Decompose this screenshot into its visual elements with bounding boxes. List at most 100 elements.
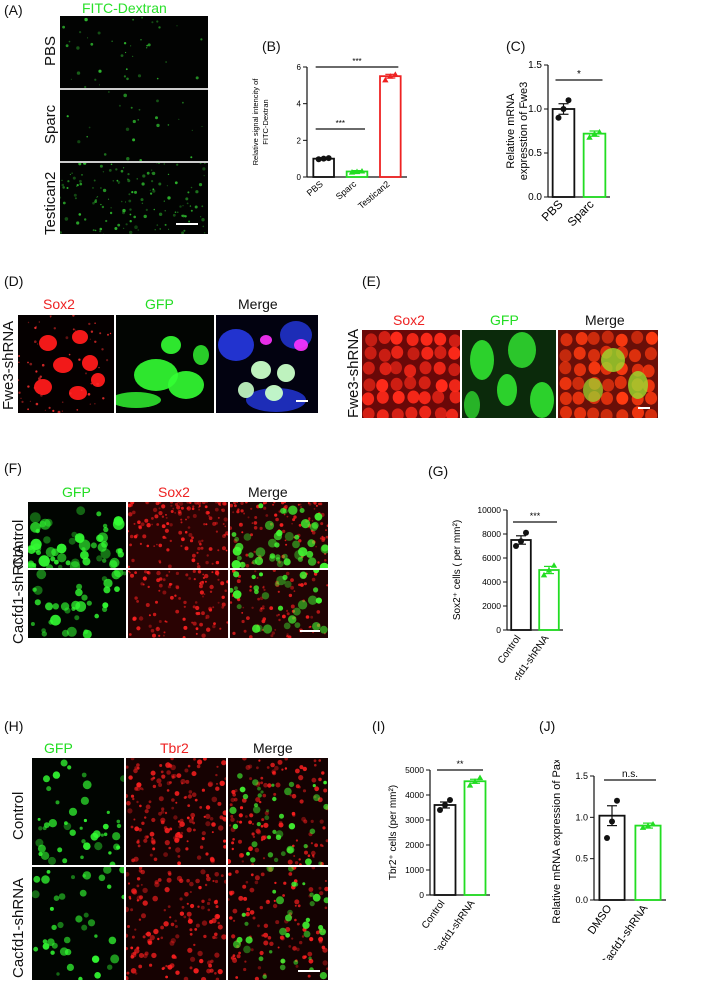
cell-blob [176,875,183,882]
cell-blob [138,964,143,969]
cell-blob [80,796,89,805]
cell-blob [168,371,204,399]
cell-blob [191,792,197,797]
fluorescent-dot [153,208,156,211]
cell-blob [164,887,170,893]
y-tick-label: 0.0 [528,192,542,203]
significance-label: ** [456,760,464,769]
cell-blob [253,803,259,808]
cell-blob [311,867,316,870]
significance-label: * [577,69,581,80]
cell-blob [252,779,259,786]
fluorescent-dot [112,180,115,182]
cell-blob [298,858,301,861]
cell-blob [286,633,289,636]
cell-blob [133,522,136,525]
y-axis-label: Relative mRNA expression of Pax6 [551,760,563,924]
cell-blob [291,881,297,887]
fluorescent-dot [137,229,139,231]
fluorescent-dot [84,18,86,20]
fluorescent-dot [182,205,184,207]
cell-blob [152,776,156,780]
cell-blob [292,540,300,549]
cell-blob [40,851,50,860]
cell-blob [191,507,195,511]
fluorescent-dot [136,178,138,180]
cell-blob [262,586,265,589]
cell-blob [286,609,289,612]
cell-blob [233,919,236,922]
fluorescent-dot [132,138,136,142]
cell-blob [195,878,200,884]
cell-blob [246,907,251,912]
fluorescent-dot [108,169,112,172]
cell-blob [251,361,271,379]
cell-blob [279,935,284,940]
cell-blob [258,503,264,509]
cell-blob [207,781,214,787]
cell-blob [133,768,138,774]
fluorescent-dot [132,119,136,124]
cell-blob [272,570,276,572]
cell-blob [27,385,30,388]
scale-bar [176,223,198,225]
cell-blob [245,564,250,568]
cell-blob [129,543,132,547]
cell-blob [175,847,181,853]
cell-blob [269,606,274,610]
cell-blob [72,328,75,331]
cell-blob [298,523,302,527]
cell-blob [90,330,94,333]
cell-blob [89,338,91,340]
cell-blob [133,535,138,539]
fluorescent-dot [93,179,96,182]
cell-blob [193,828,196,832]
cell-blob [224,525,227,528]
cell-blob [299,940,303,945]
fluorescent-dot [163,163,165,165]
cell-blob [46,786,52,792]
cell-blob [106,810,110,814]
data-point [596,128,603,135]
cell-blob [588,361,601,375]
cell-blob [205,617,208,620]
cell-blob [297,600,308,610]
cell-blob [149,963,153,967]
cell-blob [241,912,246,917]
cell-blob [126,947,129,951]
cell-blob [406,333,419,346]
cell-blob [138,867,143,870]
fluorescent-dot [159,228,161,230]
cell-blob [56,972,60,976]
cell-blob [286,515,289,518]
cell-blob [147,585,150,589]
cell-blob [173,815,178,820]
fluorescent-dot [165,61,167,63]
cell-blob [81,547,86,552]
cell-blob [180,545,183,547]
fluorescent-dot [139,159,142,162]
cell-blob [290,578,294,582]
cell-blob [103,586,111,594]
cell-blob [326,967,328,970]
cell-blob [55,800,60,805]
cell-blob [263,782,268,788]
cell-blob [146,931,151,937]
cell-blob [254,875,260,881]
cell-blob [130,758,135,761]
cell-blob [588,349,600,362]
cell-blob [231,847,234,851]
cell-blob [70,558,80,568]
cell-blob [187,947,193,953]
cell-blob [214,932,218,937]
cell-blob [69,392,72,395]
cell-blob [21,400,24,403]
cell-blob [234,536,240,542]
cell-blob [233,797,238,802]
cell-blob [265,899,271,905]
cell-blob [209,584,214,590]
cell-blob [159,764,163,767]
cell-blob [287,859,293,865]
channel-label-sox2: Sox2 [43,296,75,312]
cell-blob [114,570,124,578]
